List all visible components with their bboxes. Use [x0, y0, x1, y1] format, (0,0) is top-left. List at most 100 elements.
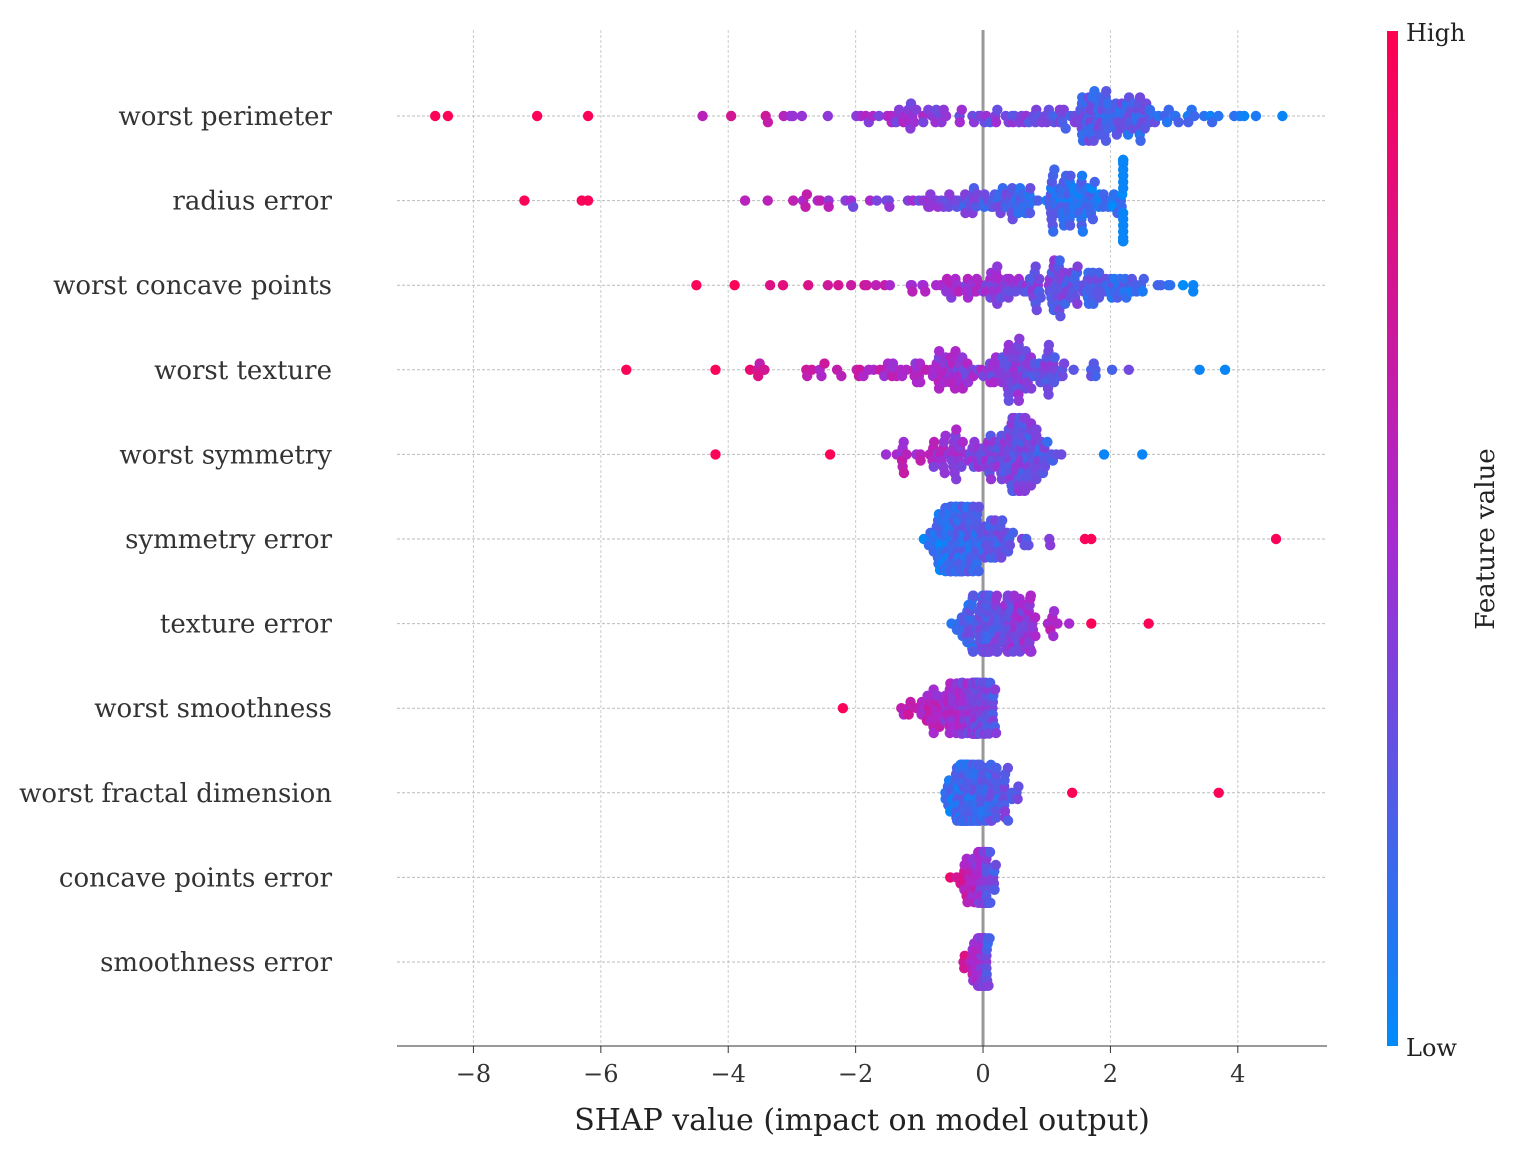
shap-dot [531, 110, 543, 122]
shap-dot [1138, 273, 1149, 285]
shap-dot [914, 377, 926, 388]
shap-dot [819, 358, 830, 369]
shap-dot [898, 436, 909, 448]
shap-dot [762, 195, 773, 206]
shap-dot [430, 110, 441, 122]
shap-dot [1089, 176, 1100, 188]
shap-dot [1137, 449, 1148, 460]
shap-dot [582, 110, 594, 122]
shap-dot [984, 846, 996, 858]
shap-dot [1123, 364, 1134, 375]
shap-dot [729, 280, 740, 291]
shap-dot [968, 590, 979, 601]
shap-dot [787, 110, 799, 122]
shap-dot [1090, 370, 1101, 382]
shap-dot [691, 280, 702, 291]
shap-dot [582, 195, 594, 206]
shap-dot [1277, 110, 1288, 122]
shap-dot [764, 280, 776, 291]
shap-dot [1034, 273, 1045, 285]
shap-dot [870, 280, 882, 291]
shap-dot [1007, 527, 1019, 538]
shap-dot [1031, 304, 1042, 316]
shap-dot [801, 189, 813, 200]
shap-dot [1189, 110, 1200, 122]
shap-dot [880, 449, 892, 460]
shap-dot [951, 424, 962, 435]
x-tick-label: −4 [711, 1060, 746, 1088]
shap-dot [1056, 449, 1067, 460]
shap-dot [833, 280, 844, 291]
shap-dot [928, 436, 940, 448]
shap-dot [1060, 123, 1071, 134]
shap-dot [1012, 793, 1023, 805]
feature-label: symmetry error [125, 525, 332, 555]
shap-dot [1106, 364, 1118, 375]
shap-dot [907, 286, 918, 297]
shap-dot [884, 201, 895, 212]
shap-dot [1030, 261, 1041, 272]
shap-dot [991, 762, 1002, 774]
shap-dot [1023, 540, 1034, 551]
shap-dot [1026, 383, 1037, 394]
shap-dot [739, 195, 751, 206]
shap-dot [621, 364, 632, 375]
shap-dot [1031, 474, 1042, 485]
shap-dot [1058, 358, 1070, 369]
shap-dot [989, 884, 1000, 895]
colorbar [1387, 31, 1398, 1046]
shap-dot [983, 980, 994, 991]
shap-dot [991, 590, 1003, 601]
feature-label: worst perimeter [119, 102, 333, 132]
shap-dot [1055, 311, 1066, 322]
x-axis-title: SHAP value (impact on model output) [574, 1103, 1150, 1138]
shap-dot [777, 280, 789, 291]
shap-dot [1155, 280, 1167, 291]
shap-dot [1102, 123, 1113, 134]
shap-dot [1029, 612, 1041, 623]
shap-dot [1052, 618, 1063, 629]
shap-dot [1238, 110, 1250, 122]
shap-dot [816, 370, 827, 382]
x-tick-label: 0 [975, 1060, 990, 1088]
shap-dot [1013, 395, 1025, 406]
shap-dot [710, 364, 721, 375]
feature-rows [397, 115, 1327, 963]
x-tick-label: −6 [583, 1060, 618, 1088]
shap-dot [991, 812, 1002, 823]
shap-dot [985, 474, 997, 485]
shap-dot [442, 110, 454, 122]
x-tick-label: 4 [1230, 1060, 1245, 1088]
shap-dot [762, 117, 774, 128]
shap-dot [990, 727, 1002, 739]
x-tick-label: 2 [1103, 1060, 1118, 1088]
shap-dot [800, 201, 811, 212]
shap-dot [989, 684, 1001, 695]
shap-dot [787, 195, 799, 206]
shap-dot [1173, 117, 1184, 128]
shap-dot [1093, 267, 1105, 278]
feature-label: radius error [172, 187, 332, 217]
shap-dot [806, 364, 817, 375]
shap-dot [943, 201, 954, 212]
feature-label: worst concave points [53, 271, 332, 301]
x-axis-ticks: −8 −6 −4 −2 0 2 4 [456, 1046, 1245, 1088]
shap-dot [1177, 280, 1189, 291]
shap-dot [1043, 389, 1054, 400]
shap-dot [759, 364, 770, 375]
shap-dot [970, 201, 982, 212]
shap-dot [940, 110, 952, 122]
feature-label: texture error [160, 610, 333, 640]
shap-dot [950, 346, 961, 357]
shap-dot [1068, 364, 1079, 375]
shap-dot [1270, 533, 1282, 545]
shap-dot [950, 474, 962, 485]
shap-dot [1030, 630, 1041, 642]
shap-dot [1054, 255, 1065, 266]
shap-dot [1045, 540, 1056, 551]
shap-dot [873, 110, 885, 122]
shap-dot [1087, 214, 1099, 225]
shap-dot [954, 117, 965, 128]
shap-dot [968, 646, 979, 657]
